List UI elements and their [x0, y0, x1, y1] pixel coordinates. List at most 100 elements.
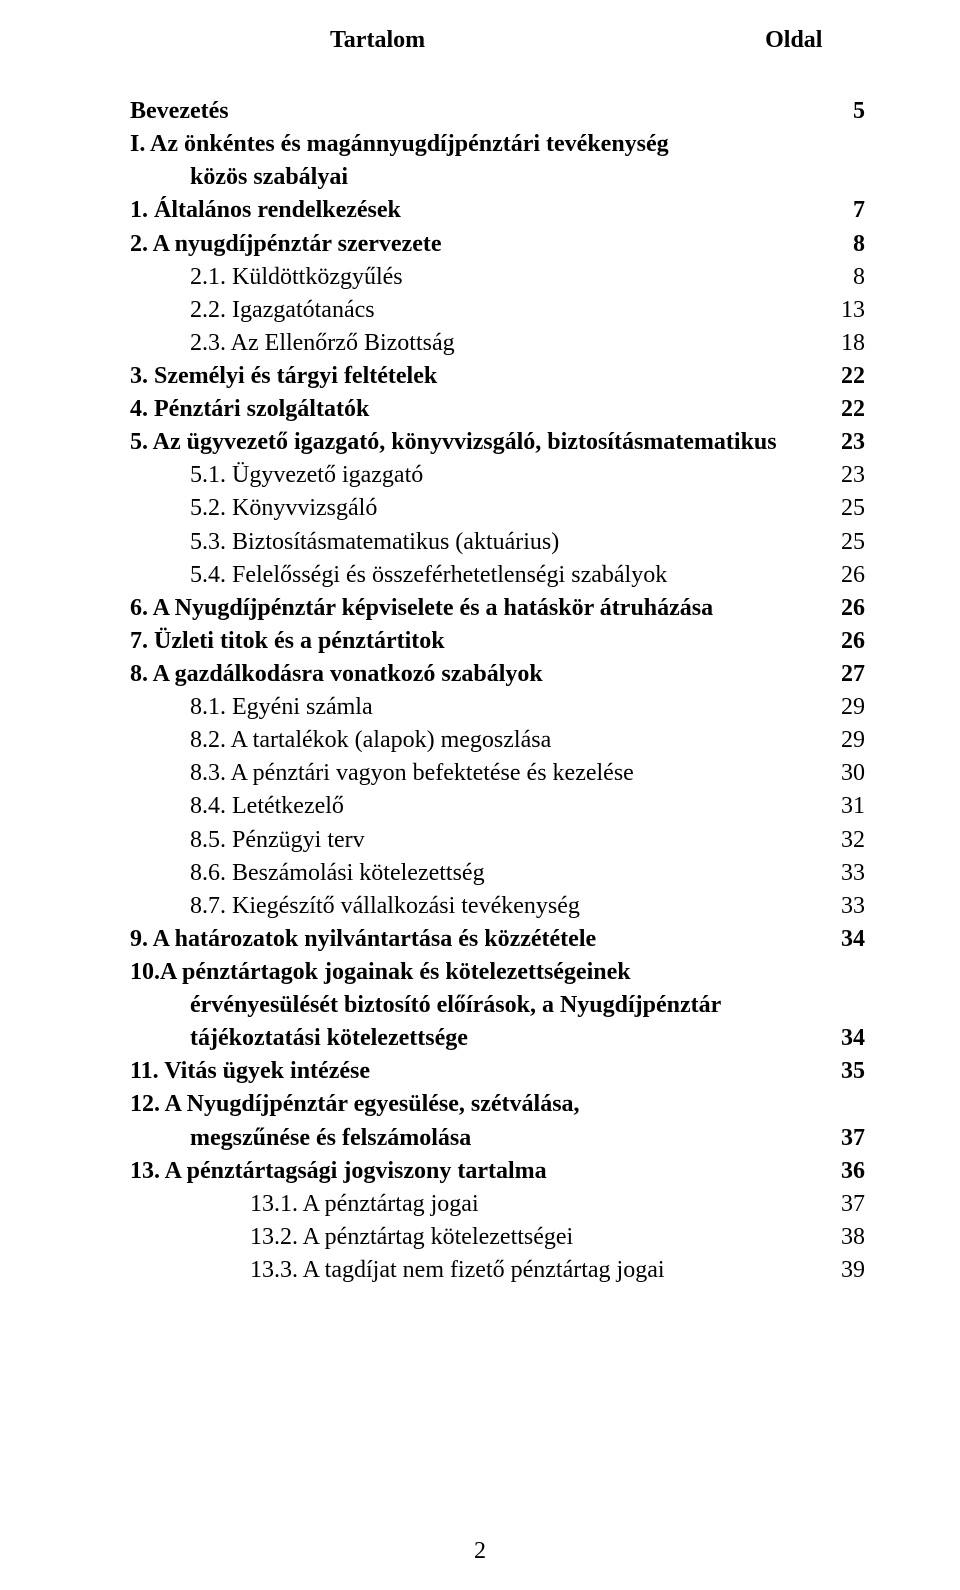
toc-row: 8.2. A tartalékok (alapok) megoszlása29	[130, 724, 865, 757]
toc-label: közös szabályai	[130, 161, 829, 194]
toc-row: 10.A pénztártagok jogainak és kötelezett…	[130, 956, 865, 989]
toc-row: 8. A gazdálkodásra vonatkozó szabályok27	[130, 658, 865, 691]
toc-page-number: 34	[829, 1022, 865, 1055]
toc-page-number: 29	[829, 724, 865, 757]
toc-row: 12. A Nyugdíjpénztár egyesülése, szétvál…	[130, 1088, 865, 1121]
toc-label: érvényesülését biztosító előírások, a Ny…	[130, 989, 829, 1022]
toc-row: 8.1. Egyéni számla29	[130, 691, 865, 724]
toc-page-number: 36	[829, 1155, 865, 1188]
toc-row: 8.5. Pénzügyi terv32	[130, 824, 865, 857]
toc-row: 13. A pénztártagsági jogviszony tartalma…	[130, 1155, 865, 1188]
toc-body: Bevezetés5I. Az önkéntes és magánnyugdíj…	[130, 95, 865, 1287]
toc-label: 5.4. Felelősségi és összeférhetetlenségi…	[130, 559, 829, 592]
toc-page: Tartalom Oldal Bevezetés5I. Az önkéntes …	[0, 0, 960, 1590]
toc-page-number: 33	[829, 857, 865, 890]
toc-label: 13.3. A tagdíjat nem fizető pénztártag j…	[130, 1254, 829, 1287]
toc-row: 2.3. Az Ellenőrző Bizottság18	[130, 327, 865, 360]
toc-label: 8. A gazdálkodásra vonatkozó szabályok	[130, 658, 829, 691]
toc-label: 11. Vitás ügyek intézése	[130, 1055, 829, 1088]
toc-row: 7. Üzleti titok és a pénztártitok26	[130, 625, 865, 658]
toc-label: 4. Pénztári szolgáltatók	[130, 393, 829, 426]
toc-label: megszűnése és felszámolása	[130, 1122, 829, 1155]
toc-label: 3. Személyi és tárgyi feltételek	[130, 360, 829, 393]
toc-row: 4. Pénztári szolgáltatók22	[130, 393, 865, 426]
toc-page-number: 23	[829, 459, 865, 492]
toc-label: 13.2. A pénztártag kötelezettségei	[130, 1221, 829, 1254]
toc-label: Bevezetés	[130, 95, 829, 128]
toc-row: 5. Az ügyvezető igazgató, könyvvizsgáló,…	[130, 426, 865, 459]
toc-page-number: 30	[829, 757, 865, 790]
toc-row: 8.3. A pénztári vagyon befektetése és ke…	[130, 757, 865, 790]
toc-label: 8.2. A tartalékok (alapok) megoszlása	[130, 724, 829, 757]
toc-page-number: 23	[829, 426, 865, 459]
toc-row: 2. A nyugdíjpénztár szervezete8	[130, 228, 865, 261]
toc-row: 8.7. Kiegészítő vállalkozási tevékenység…	[130, 890, 865, 923]
toc-page-number: 13	[829, 294, 865, 327]
toc-row: 5.3. Biztosításmatematikus (aktuárius)25	[130, 526, 865, 559]
toc-label: 2.3. Az Ellenőrző Bizottság	[130, 327, 829, 360]
toc-label: 12. A Nyugdíjpénztár egyesülése, szétvál…	[130, 1088, 829, 1121]
toc-label: 1. Általános rendelkezések	[130, 194, 829, 227]
toc-label: 8.7. Kiegészítő vállalkozási tevékenység	[130, 890, 829, 923]
toc-label: 5.2. Könyvvizsgáló	[130, 492, 829, 525]
toc-row: 9. A határozatok nyilvántartása és közzé…	[130, 923, 865, 956]
toc-row: 6. A Nyugdíjpénztár képviselete és a hat…	[130, 592, 865, 625]
toc-label: 13. A pénztártagsági jogviszony tartalma	[130, 1155, 829, 1188]
header-page-label: Oldal	[765, 24, 822, 57]
toc-page-number: 37	[829, 1188, 865, 1221]
toc-page-number: 33	[829, 890, 865, 923]
toc-page-number: 34	[829, 923, 865, 956]
toc-label: 6. A Nyugdíjpénztár képviselete és a hat…	[130, 592, 829, 625]
toc-label: 2. A nyugdíjpénztár szervezete	[130, 228, 829, 261]
toc-page-number: 7	[829, 194, 865, 227]
toc-row: közös szabályai	[130, 161, 865, 194]
toc-page-number: 38	[829, 1221, 865, 1254]
toc-row: megszűnése és felszámolása37	[130, 1122, 865, 1155]
toc-label: 8.6. Beszámolási kötelezettség	[130, 857, 829, 890]
toc-row: 13.2. A pénztártag kötelezettségei38	[130, 1221, 865, 1254]
toc-page-number: 8	[829, 261, 865, 294]
toc-page-number: 32	[829, 824, 865, 857]
toc-row: 1. Általános rendelkezések7	[130, 194, 865, 227]
toc-row: 13.3. A tagdíjat nem fizető pénztártag j…	[130, 1254, 865, 1287]
toc-page-number: 27	[829, 658, 865, 691]
toc-label: 8.3. A pénztári vagyon befektetése és ke…	[130, 757, 829, 790]
toc-row: Bevezetés5	[130, 95, 865, 128]
toc-page-number: 35	[829, 1055, 865, 1088]
toc-row: I. Az önkéntes és magánnyugdíjpénztári t…	[130, 128, 865, 161]
toc-row: 8.4. Letétkezelő31	[130, 790, 865, 823]
toc-label: 5.3. Biztosításmatematikus (aktuárius)	[130, 526, 829, 559]
toc-row: 13.1. A pénztártag jogai37	[130, 1188, 865, 1221]
toc-page-number: 26	[829, 559, 865, 592]
toc-page-number: 39	[829, 1254, 865, 1287]
toc-label: 9. A határozatok nyilvántartása és közzé…	[130, 923, 829, 956]
toc-row: 5.1. Ügyvezető igazgató23	[130, 459, 865, 492]
toc-label: tájékoztatási kötelezettsége	[130, 1022, 829, 1055]
toc-label: 10.A pénztártagok jogainak és kötelezett…	[130, 956, 829, 989]
toc-page-number: 25	[829, 526, 865, 559]
toc-row: 3. Személyi és tárgyi feltételek22	[130, 360, 865, 393]
toc-page-number: 26	[829, 592, 865, 625]
toc-row: 5.4. Felelősségi és összeférhetetlenségi…	[130, 559, 865, 592]
toc-row: 11. Vitás ügyek intézése35	[130, 1055, 865, 1088]
toc-label: 2.2. Igazgatótanács	[130, 294, 829, 327]
toc-label: 8.5. Pénzügyi terv	[130, 824, 829, 857]
toc-page-number: 8	[829, 228, 865, 261]
toc-page-number: 37	[829, 1122, 865, 1155]
toc-label: I. Az önkéntes és magánnyugdíjpénztári t…	[130, 128, 829, 161]
toc-page-number: 25	[829, 492, 865, 525]
toc-page-number: 29	[829, 691, 865, 724]
toc-label: 2.1. Küldöttközgyűlés	[130, 261, 829, 294]
toc-label: 7. Üzleti titok és a pénztártitok	[130, 625, 829, 658]
toc-row: 2.2. Igazgatótanács13	[130, 294, 865, 327]
toc-label: 5.1. Ügyvezető igazgató	[130, 459, 829, 492]
toc-header: Tartalom Oldal	[130, 24, 865, 57]
toc-row: 8.6. Beszámolási kötelezettség33	[130, 857, 865, 890]
toc-row: érvényesülését biztosító előírások, a Ny…	[130, 989, 865, 1022]
toc-label: 13.1. A pénztártag jogai	[130, 1188, 829, 1221]
toc-label: 8.4. Letétkezelő	[130, 790, 829, 823]
toc-page-number: 22	[829, 393, 865, 426]
toc-page-number: 26	[829, 625, 865, 658]
toc-page-number: 18	[829, 327, 865, 360]
page-number: 2	[0, 1535, 960, 1568]
